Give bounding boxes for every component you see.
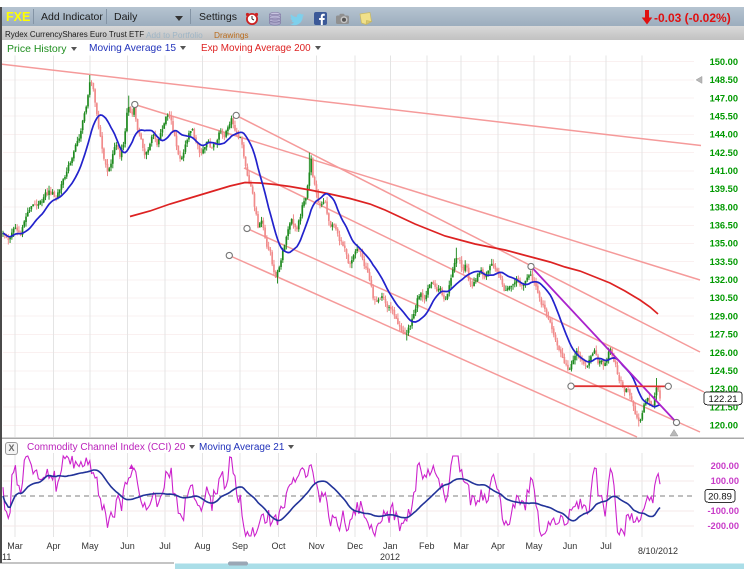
svg-text:100.00: 100.00 <box>711 476 739 486</box>
svg-text:150.00: 150.00 <box>710 57 738 67</box>
svg-text:May: May <box>81 541 99 551</box>
svg-text:Jun: Jun <box>120 541 135 551</box>
svg-text:120.00: 120.00 <box>710 421 738 431</box>
svg-text:142.50: 142.50 <box>710 148 738 158</box>
svg-text:-200.00: -200.00 <box>707 521 739 531</box>
svg-text:2012: 2012 <box>380 552 400 562</box>
svg-text:133.50: 133.50 <box>710 257 738 267</box>
svg-text:147.00: 147.00 <box>710 93 738 103</box>
svg-text:127.50: 127.50 <box>710 330 738 340</box>
svg-text:Mar: Mar <box>7 541 23 551</box>
svg-text:138.00: 138.00 <box>710 202 738 212</box>
svg-text:Mar: Mar <box>453 541 469 551</box>
svg-text:Sep: Sep <box>232 541 248 551</box>
svg-text:148.50: 148.50 <box>710 75 738 85</box>
svg-text:124.50: 124.50 <box>710 366 738 376</box>
svg-text:Apr: Apr <box>46 541 60 551</box>
svg-text:20.89: 20.89 <box>708 491 732 502</box>
svg-text:139.50: 139.50 <box>710 184 738 194</box>
svg-text:129.00: 129.00 <box>710 311 738 321</box>
svg-text:Jun: Jun <box>563 541 578 551</box>
svg-text:123.00: 123.00 <box>710 384 738 394</box>
svg-text:May: May <box>525 541 543 551</box>
svg-text:122.21: 122.21 <box>708 394 737 405</box>
svg-text:Aug: Aug <box>194 541 210 551</box>
svg-text:136.50: 136.50 <box>710 221 738 231</box>
svg-text:Nov: Nov <box>308 541 325 551</box>
svg-text:135.00: 135.00 <box>710 239 738 249</box>
svg-text:Jul: Jul <box>600 541 612 551</box>
svg-text:200.00: 200.00 <box>711 461 739 471</box>
svg-text:130.50: 130.50 <box>710 293 738 303</box>
svg-text:Dec: Dec <box>347 541 364 551</box>
svg-text:126.00: 126.00 <box>710 348 738 358</box>
svg-text:Oct: Oct <box>271 541 286 551</box>
svg-text:Feb: Feb <box>419 541 435 551</box>
svg-text:8/10/2012: 8/10/2012 <box>638 546 678 556</box>
svg-text:141.00: 141.00 <box>710 166 738 176</box>
svg-text:144.00: 144.00 <box>710 130 738 140</box>
svg-text:Jul: Jul <box>159 541 171 551</box>
svg-text:11: 11 <box>2 552 11 562</box>
svg-text:-100.00: -100.00 <box>707 506 739 516</box>
svg-text:Apr: Apr <box>491 541 505 551</box>
svg-text:Jan: Jan <box>383 541 398 551</box>
svg-text:145.50: 145.50 <box>710 111 738 121</box>
svg-text:132.00: 132.00 <box>710 275 738 285</box>
svg-text:121.50: 121.50 <box>710 402 738 412</box>
